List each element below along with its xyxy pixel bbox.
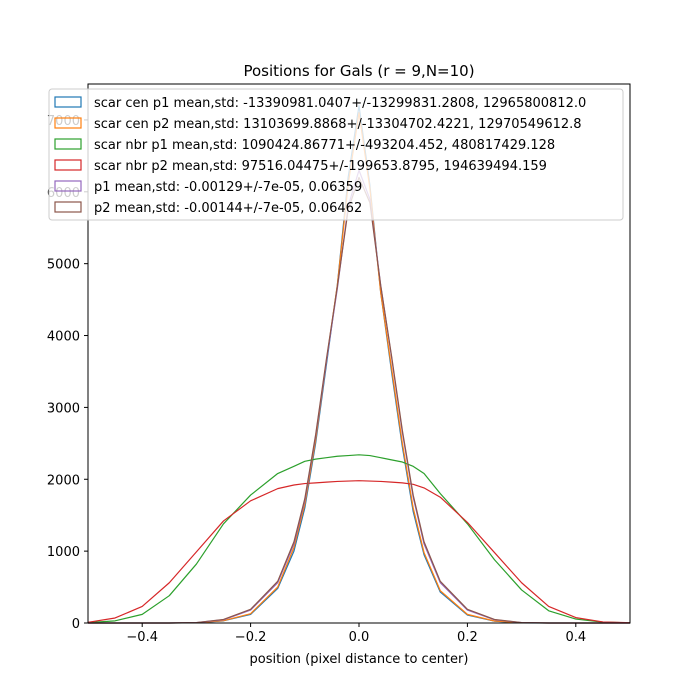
y-tick-label: 5000 bbox=[47, 258, 80, 273]
x-axis-label: position (pixel distance to center) bbox=[250, 652, 469, 667]
y-tick-label: 2000 bbox=[47, 473, 80, 488]
series-line-3 bbox=[87, 454, 631, 624]
chart-title: Positions for Gals (r = 9,N=10) bbox=[243, 62, 474, 80]
series-line-4 bbox=[87, 480, 631, 624]
y-tick-label: 3000 bbox=[47, 401, 80, 416]
legend-swatch bbox=[54, 138, 82, 150]
y-tick-label: 1000 bbox=[47, 545, 80, 560]
legend-label: p2 mean,std: -0.00144+/-7e-05, 0.06462 bbox=[94, 201, 362, 216]
x-tick-label: 0.0 bbox=[349, 630, 370, 645]
legend-box bbox=[48, 88, 624, 221]
x-tick-label: 0.2 bbox=[457, 630, 478, 645]
legend-swatch bbox=[54, 159, 82, 171]
y-tick-label: 0 bbox=[72, 617, 80, 632]
legend-swatch bbox=[54, 96, 82, 108]
legend-swatch bbox=[54, 180, 82, 192]
legend-label: scar cen p2 mean,std: 13103699.8868+/-13… bbox=[94, 117, 582, 132]
x-tick-label: −0.4 bbox=[126, 630, 158, 645]
y-tick-label: 4000 bbox=[47, 330, 80, 345]
x-tick-label: 0.4 bbox=[565, 630, 586, 645]
legend-label: scar nbr p1 mean,std: 1090424.86771+/-49… bbox=[94, 138, 555, 153]
legend-label: p1 mean,std: -0.00129+/-7e-05, 0.06359 bbox=[94, 180, 362, 195]
x-axis: −0.4 −0.2 0.0 0.2 0.4 bbox=[126, 623, 586, 645]
legend: scar cen p1 mean,std: -13390981.0407+/-1… bbox=[48, 88, 624, 221]
x-tick-label: −0.2 bbox=[235, 630, 267, 645]
legend-label: scar nbr p2 mean,std: 97516.04475+/-1996… bbox=[94, 159, 547, 174]
legend-swatch bbox=[54, 201, 82, 213]
legend-label: scar cen p1 mean,std: -13390981.0407+/-1… bbox=[94, 96, 586, 111]
legend-swatch bbox=[54, 117, 82, 129]
